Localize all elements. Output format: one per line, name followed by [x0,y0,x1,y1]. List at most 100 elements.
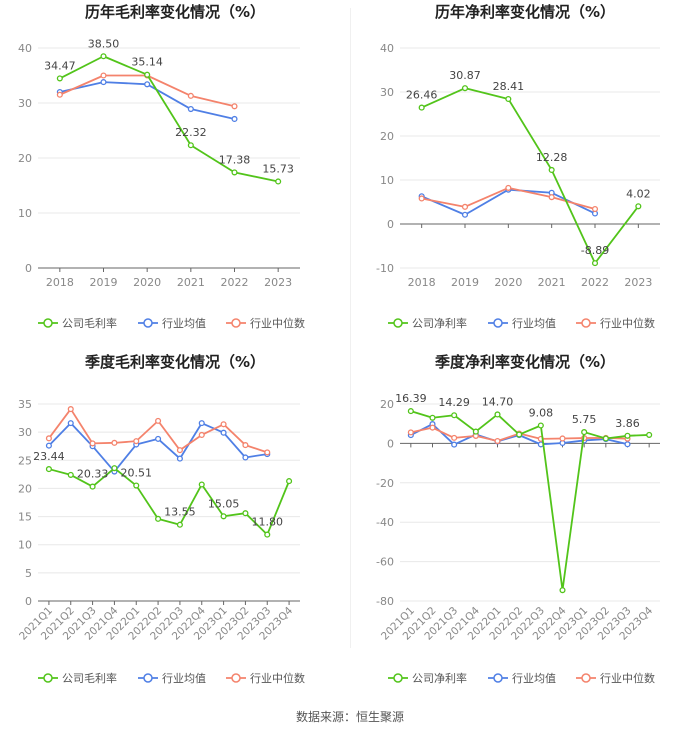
data-label: 23.44 [33,450,65,463]
data-point-avg [451,441,458,448]
chart-quarterly-gross-margin-svg: 季度毛利率变化情况（%）051015202530352021Q12021Q220… [17,353,305,685]
data-point-avg [624,441,631,448]
series-line-avg [48,422,268,473]
chart-annual-net-margin-svg: 历年净利率变化情况（%） -10 0 10 20 30 40 2018 2019 2020 2021… [376,3,660,330]
data-label: 14.70 [482,395,514,408]
data-point-avg [187,106,194,113]
y-tick-label: 5 [25,567,32,580]
data-point-median [429,424,436,431]
data-point-avg [220,429,227,436]
data-point-median [198,431,205,439]
data-point-company [264,531,271,538]
y-tick-label: 30 [18,426,32,439]
y-tick-label: -10 [376,262,394,275]
y-tick-label: -80 [376,595,394,608]
y-tick-label: 40 [380,42,394,55]
data-label: -8.89 [581,244,609,257]
y-tick-label: 20 [380,130,394,143]
legend-swatch-marker [231,318,241,328]
data-label: 4.02 [626,187,651,200]
series-line-median [59,74,235,108]
data-point-company [602,435,609,442]
legend-item-median: 行业中位数 [226,671,305,685]
data-label: 35.14 [131,56,163,69]
y-tick-label: 10 [380,174,394,187]
legend-swatch-marker [493,318,503,328]
data-label: 26.46 [406,89,438,102]
data-label: 11.80 [252,516,284,529]
y-tick-label: -20 [376,477,394,490]
data-point-company [472,428,479,435]
legend-swatch-marker [43,673,53,683]
data-point-avg [176,455,183,462]
chart-annual-net-margin: 历年净利率变化情况（%） -10 0 10 20 30 40 2018 2019 2020 2021… [350,0,700,340]
data-point-median [591,205,599,213]
data-label: 38.50 [88,37,120,50]
data-label: 9.08 [529,407,554,420]
y-tick-label: -60 [376,556,394,569]
data-point-avg [198,420,205,427]
data-label: 22.32 [175,126,207,139]
data-point-median [133,438,140,445]
data-point-company [231,169,238,176]
data-point-avg [67,420,74,427]
data-source-footer: 数据来源：恒生聚源 [295,710,404,724]
legend-swatch-marker [581,673,591,683]
data-point-company [418,104,425,111]
legend-label: 公司净利率 [412,671,467,685]
data-point-company [451,412,458,419]
data-point-median [100,72,107,79]
y-tick-label: 0 [387,437,394,450]
data-point-avg [144,81,151,88]
legend-swatch-marker [393,673,403,683]
chart-title: 历年净利率变化情况（%） [435,3,615,21]
legend-label: 行业中位数 [250,316,305,330]
legend-label: 公司毛利率 [62,316,117,330]
y-tick-label: 0 [25,262,32,275]
chart-quarterly-net-margin: 季度净利率变化情况（%） -80 -60 -40 -20 0 20 2021Q1 2021Q2 2… [350,350,700,700]
y-tick-label: 30 [18,97,32,110]
legend-item-company: 公司净利率 [388,316,467,330]
y-tick-label: 25 [18,454,32,467]
data-point-company [646,431,653,438]
legend-label: 行业均值 [162,317,206,330]
data-point-company [407,408,414,415]
data-point-company [67,471,74,478]
y-tick-label: 10 [18,207,32,220]
data-point-avg [461,211,469,218]
data-point-avg [231,115,238,122]
x-tick-label: 2023 [624,276,652,289]
data-label: 34.47 [44,59,76,72]
x-tick-label: 2018 [46,276,74,289]
legend-item-company: 公司毛利率 [38,316,117,330]
data-point-median [89,440,96,447]
data-point-median [67,406,74,413]
legend-item-avg: 行业均值 [138,317,206,330]
data-point-company [275,178,282,185]
legend-swatch-marker [393,318,403,328]
legend-label: 行业中位数 [250,671,305,685]
data-point-median [494,437,501,445]
x-tick-label: 2019 [451,276,479,289]
data-point-avg [242,454,249,461]
data-point-median [155,417,162,424]
data-label: 16.39 [395,392,427,405]
data-label: 17.38 [219,153,251,166]
series-line-company [421,87,640,265]
legend-item-avg: 行业均值 [138,672,206,685]
legend-swatch-marker [581,318,591,328]
legend-label: 公司毛利率 [62,671,117,685]
data-point-company [176,521,183,528]
data-point-company [429,414,436,421]
legend-item-median: 行业中位数 [576,316,655,330]
data-point-company [111,465,118,472]
data-label: 15.73 [262,162,294,175]
chart-quarterly-gross-margin: 季度毛利率变化情况（%） 0 5 10 15 20 25 30 35 2021Q1 2021Q2 20… [0,350,350,700]
series-line-company [59,55,279,183]
data-label: 20.51 [121,467,153,480]
y-tick-label: 0 [387,218,394,231]
data-point-avg [45,442,52,449]
data-point-company [461,85,469,92]
x-tick-label: 2020 [133,276,161,289]
data-point-company [537,422,544,429]
